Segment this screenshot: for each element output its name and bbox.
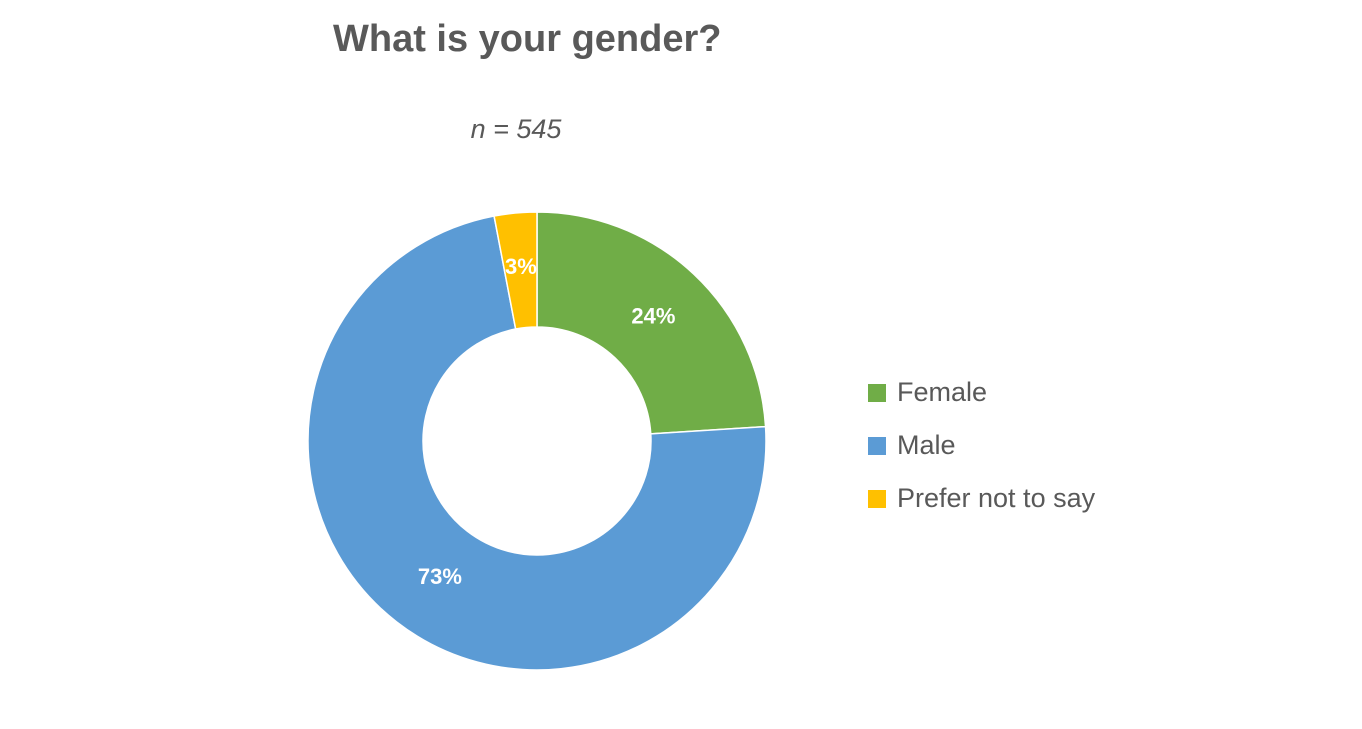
legend-item-female: Female [868,366,1095,419]
legend-swatch [868,489,886,508]
legend-label: Male [897,430,956,460]
data-label-prefer-not-to-say: 3% [505,254,537,279]
data-label-female: 24% [631,303,675,328]
chart-subtitle: n = 545 [470,114,562,144]
slice-female [536,211,767,435]
slice-male [307,215,767,671]
legend-item-male: Male [868,419,1095,472]
legend-item-prefer-not-to-say: Prefer not to say [868,472,1095,525]
chart-legend: Female Male Prefer not to say [868,366,1095,525]
legend-label: Female [897,377,988,407]
legend-swatch [868,436,886,455]
data-label-male: 73% [418,564,462,589]
legend-swatch [868,383,886,402]
legend-label: Prefer not to say [897,483,1096,513]
slice-prefer-not-to-say [493,211,538,330]
chart-title: What is your gender? [333,18,722,60]
